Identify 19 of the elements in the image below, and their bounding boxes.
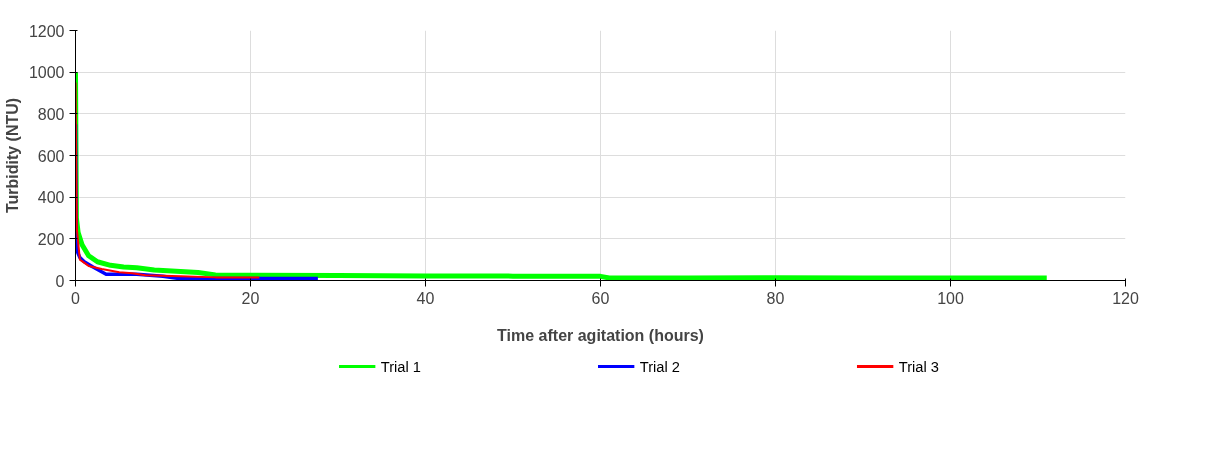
- x-tick-label: 100: [937, 289, 964, 307]
- x-axis-title: Time after agitation (hours): [497, 326, 704, 344]
- y-tick-label: 1000: [28, 64, 65, 82]
- y-tick-label: 800: [37, 105, 65, 123]
- x-tick-label: 20: [241, 289, 260, 307]
- legend-label: Trial 1: [380, 358, 422, 375]
- x-tick-label: 60: [591, 289, 610, 307]
- x-tick-label: 0: [71, 289, 81, 307]
- y-axis-title: Turbidity (NTU): [3, 97, 21, 214]
- x-tick-label: 120: [1112, 289, 1139, 307]
- legend-label: Trial 2: [639, 358, 680, 375]
- x-tick-label: 80: [766, 289, 785, 307]
- y-tick-label: 1200: [28, 22, 65, 40]
- y-tick-label: 600: [37, 147, 65, 165]
- x-tick-label: 40: [416, 289, 435, 307]
- y-tick-label: 200: [37, 230, 65, 248]
- y-tick-label: 0: [55, 272, 65, 290]
- legend-label: Trial 3: [898, 358, 939, 375]
- y-tick-label: 400: [37, 189, 65, 207]
